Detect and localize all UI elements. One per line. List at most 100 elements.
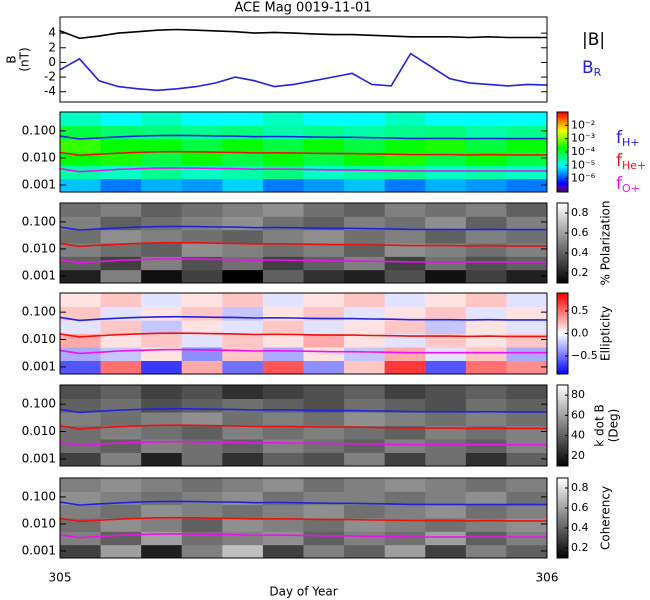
heatmap-cell	[60, 452, 102, 467]
heatmap-cell	[344, 531, 386, 546]
colorbar-step	[557, 496, 568, 499]
y-axis-label: B	[5, 55, 19, 63]
heatmap-cell	[384, 478, 426, 492]
colorbar-tick-label: 10⁻⁴	[571, 145, 596, 158]
y-tick-label: 0.010	[22, 150, 56, 164]
y-tick-label: 0.001	[22, 451, 56, 465]
legend-entry-base: f	[616, 151, 623, 171]
colorbar-step	[557, 235, 568, 238]
heatmap-cell	[465, 320, 507, 334]
heatmap-cell	[425, 112, 467, 126]
colorbar-step	[557, 114, 568, 117]
colorbar-step	[557, 128, 568, 131]
heatmap-cell	[262, 293, 304, 307]
heatmap-cell	[141, 229, 183, 244]
heatmap-cell	[303, 425, 345, 440]
heatmap-cell	[303, 269, 345, 284]
colorbar-step	[557, 542, 568, 545]
heatmap-cell	[506, 229, 548, 244]
colorbar-step	[557, 343, 568, 347]
legend-entry: |B|	[582, 30, 605, 50]
heatmap-cell	[181, 152, 223, 166]
chart-title: ACE Mag 0019-11-01	[234, 1, 371, 16]
colorbar-step	[557, 275, 568, 278]
colorbar-tick-label: 0.4	[571, 246, 589, 259]
colorbar-step	[557, 329, 568, 332]
heatmap-cell	[303, 243, 345, 257]
heatmap-cell	[384, 452, 426, 467]
colorbar-label: Ellipticity	[599, 306, 613, 361]
colorbar-step	[557, 207, 568, 210]
colorbar-frame	[556, 477, 569, 559]
heatmap-cell	[384, 165, 426, 180]
colorbar-step	[557, 281, 568, 284]
colorbar-label: % Polarization	[599, 201, 613, 286]
heatmap-cell	[60, 306, 102, 321]
heatmap-cell	[425, 269, 467, 284]
y-tick-label: 0.100	[22, 214, 56, 228]
heatmap-cell	[181, 112, 223, 126]
colorbar-step	[557, 205, 568, 208]
gyrofrequency-line	[59, 150, 547, 157]
heatmap-cell	[344, 544, 386, 559]
colorbar-step	[557, 391, 568, 394]
heatmap-cell	[100, 243, 142, 257]
heatmap-cell	[100, 531, 142, 546]
colorbar-step	[557, 365, 568, 369]
colorbar-tick-label: 0.0	[571, 327, 589, 340]
heatmap-cell	[303, 504, 345, 519]
heatmap-cell	[506, 478, 548, 492]
colorbar-step	[557, 176, 568, 179]
heatmap-cell	[425, 385, 467, 399]
heatmap-cell	[222, 320, 264, 334]
heatmap-cell	[262, 544, 304, 559]
colorbar-step	[557, 425, 568, 429]
colorbar-step	[557, 506, 568, 509]
gyrofrequency-line	[59, 348, 547, 355]
heatmap-cell	[181, 491, 223, 506]
colorbar-step	[557, 393, 568, 396]
heatmap-cell	[344, 518, 386, 532]
colorbar-tick-label: 20	[571, 449, 585, 462]
colorbar-step	[557, 180, 568, 183]
colorbar-step	[557, 431, 568, 435]
colorbar-step	[557, 144, 568, 147]
colorbar-step	[557, 160, 568, 163]
colorbar-step	[557, 347, 568, 351]
colorbar-step	[557, 530, 568, 533]
heatmap-cell	[384, 293, 426, 307]
colorbar-tick-label: 10⁻⁶	[571, 172, 596, 185]
colorbar-step	[557, 482, 568, 485]
colorbar-step	[557, 331, 568, 334]
heatmap-cell	[141, 293, 183, 307]
colorbar-step	[557, 484, 568, 487]
colorbar-step	[557, 552, 568, 555]
heatmap-cell	[506, 544, 548, 559]
y-tick-label: 0.100	[22, 123, 56, 137]
heatmap-cell	[141, 544, 183, 559]
heatmap-cell	[344, 256, 386, 271]
heatmap-cell	[303, 152, 345, 166]
colorbar-step	[557, 389, 568, 392]
heatmap-cell	[141, 269, 183, 284]
gyrofrequency-line	[59, 533, 547, 539]
colorbar-tick-label: 0.8	[571, 206, 589, 219]
heatmap-cell	[141, 385, 183, 399]
colorbar-step	[557, 417, 568, 420]
colorbar-step	[557, 409, 568, 412]
heatmap-cell	[506, 178, 548, 193]
colorbar-step	[557, 538, 568, 541]
heatmap-cell	[506, 293, 548, 307]
heatmap-cell	[506, 216, 548, 231]
colorbar-step	[557, 335, 568, 339]
heatmap-cell	[262, 491, 304, 506]
heatmap-cell	[344, 504, 386, 519]
heatmap-cell	[303, 138, 345, 153]
heatmap-cell	[262, 439, 304, 453]
colorbar-step	[557, 457, 568, 461]
colorbar-step	[557, 359, 568, 363]
heatmap-cell	[60, 293, 102, 307]
colorbar-step	[557, 126, 568, 129]
colorbar-step	[557, 403, 568, 406]
